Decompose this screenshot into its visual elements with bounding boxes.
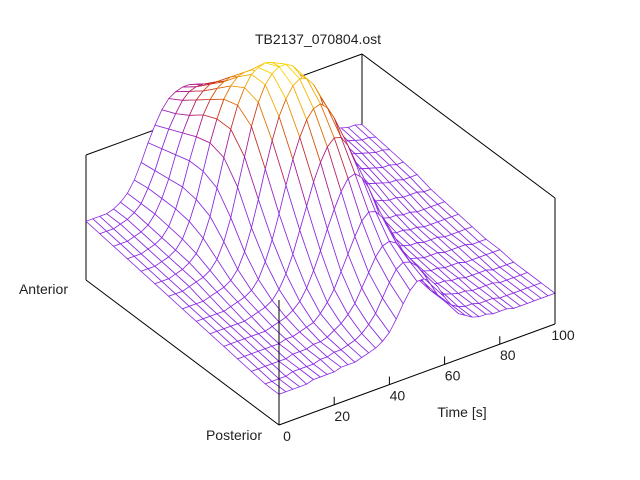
x-tick-label: 0 [283, 428, 291, 444]
back-edge-corner-right [361, 53, 556, 199]
y-label-front: Posterior [206, 427, 262, 443]
surface-mesh [85, 62, 556, 395]
x-tick-label: 80 [500, 347, 516, 363]
chart-title: TB2137_070804.ost [255, 31, 381, 47]
front-edge-left [85, 279, 280, 426]
x-tick-label: 60 [445, 367, 461, 383]
y-label-back: Anterior [19, 281, 68, 297]
x-axis-label: Time [s] [437, 404, 486, 420]
front-edge-bottom [278, 323, 556, 426]
x-tick-label: 100 [551, 327, 575, 343]
axes-box-front [85, 198, 556, 426]
x-tick-label: 40 [390, 388, 406, 404]
x-tick-label: 20 [334, 408, 350, 424]
x-axis-ticks: 0 20 40 60 80 100 [278, 316, 575, 444]
